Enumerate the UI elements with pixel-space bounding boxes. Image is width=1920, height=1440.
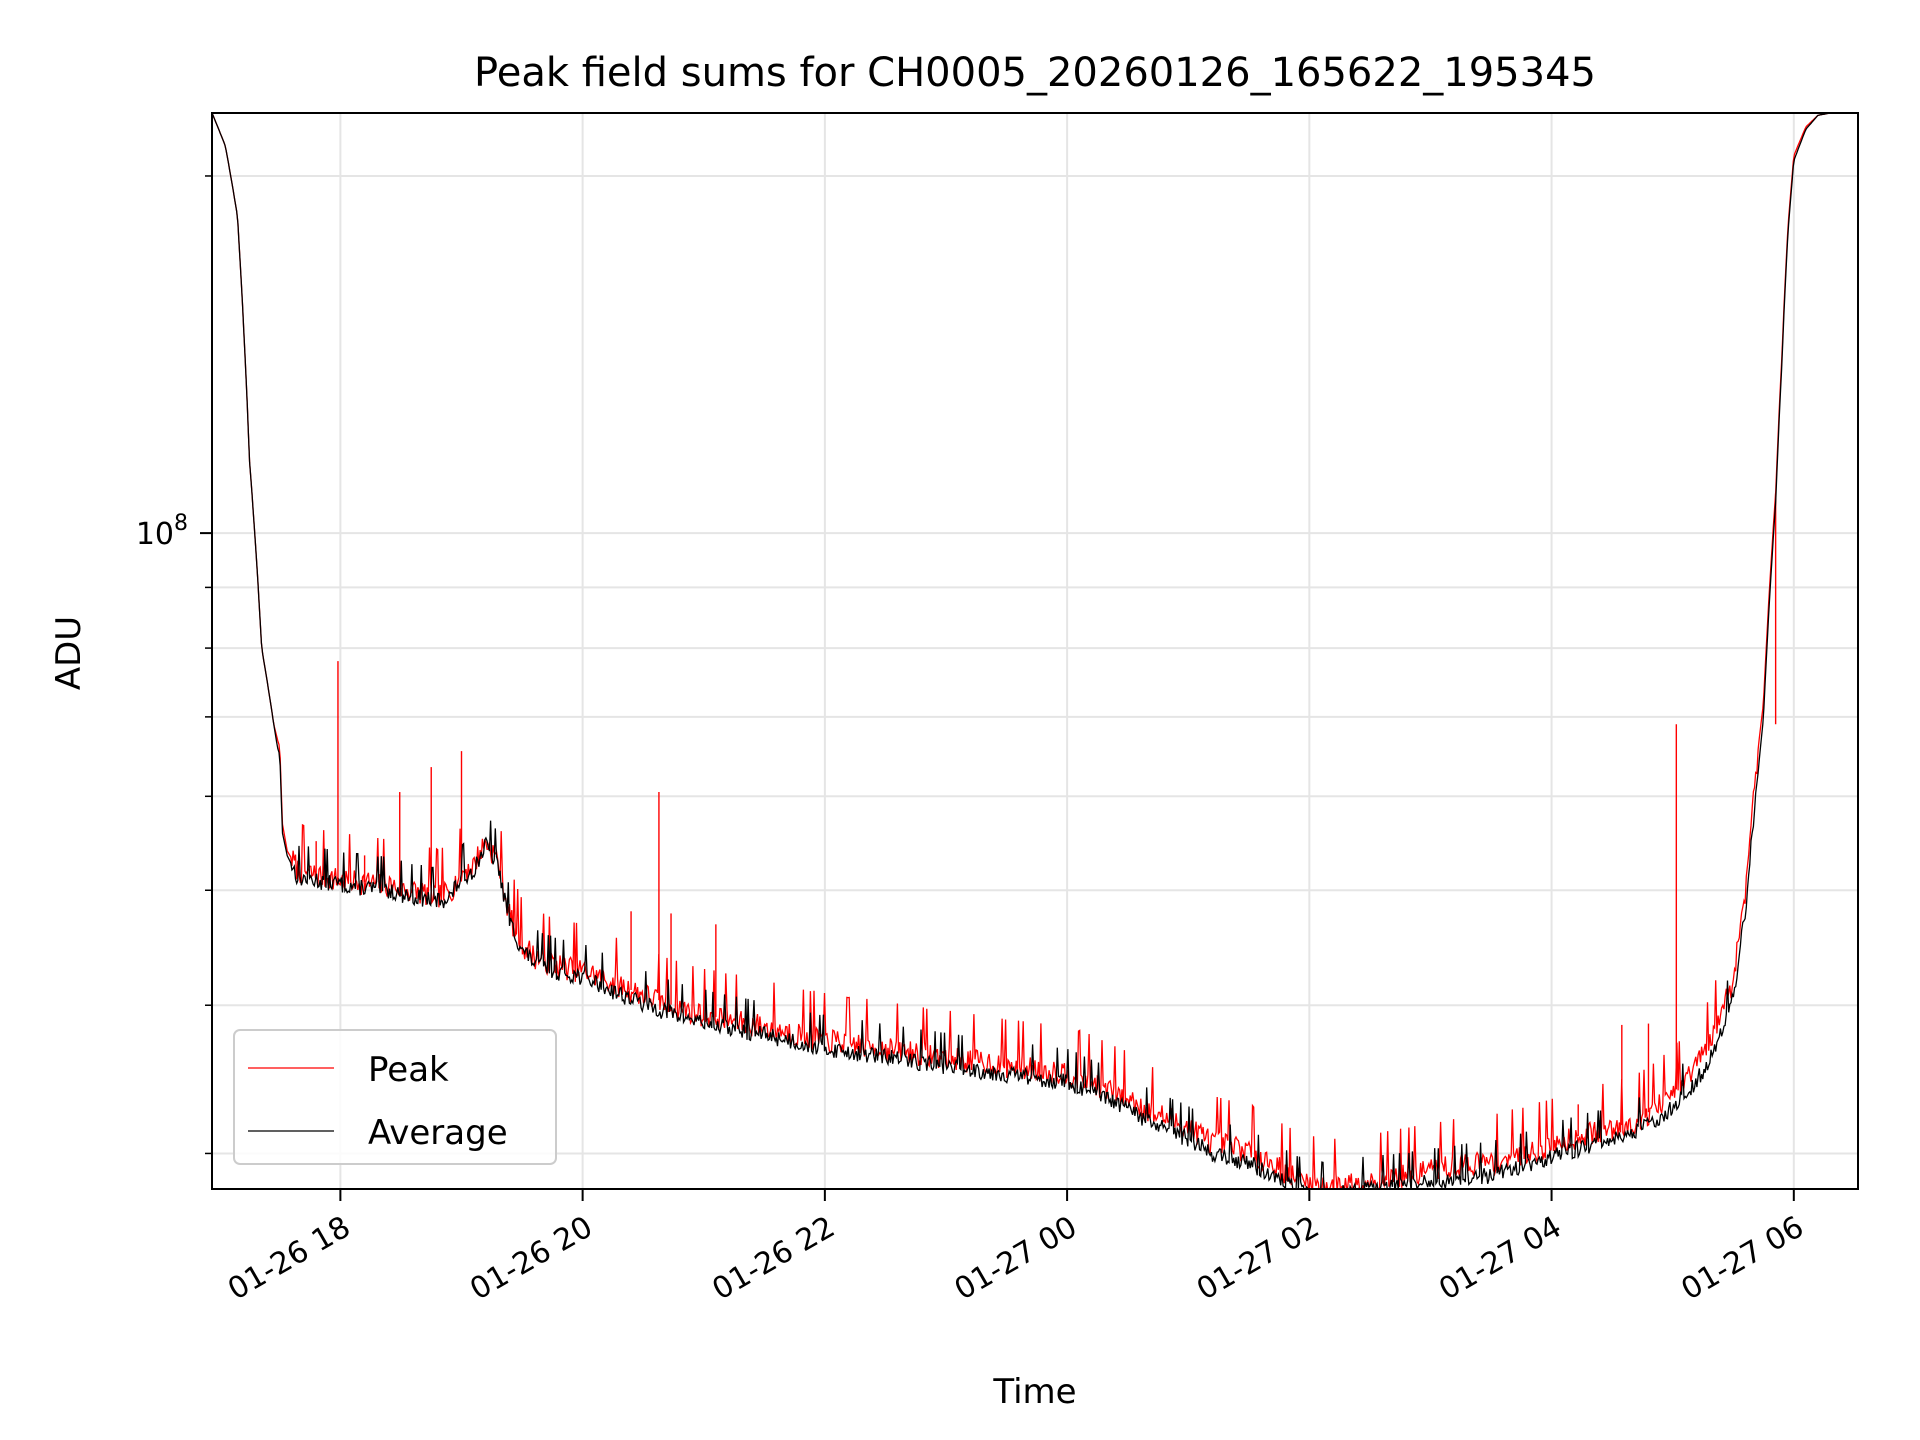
grid-lines [212,113,1858,1189]
series-line-average [212,113,1858,1189]
plot-lines [212,113,1858,1189]
chart-title: Peak field sums for CH0005_20260126_1656… [474,50,1596,96]
legend-peak-label: Peak [368,1050,449,1090]
y-axis: 108 [136,175,212,1155]
plot-frame [211,112,1859,1190]
y-axis-label: ADU [49,616,89,690]
y-tick-label: 108 [136,511,188,552]
legend-average-label: Average [368,1113,508,1153]
series-line-peak [212,113,1858,1189]
x-axis-label: Time [992,1372,1076,1412]
y-tick-label-exponent: 8 [174,511,188,536]
y-tick-label-base: 10 [136,517,174,552]
legend: Peak Average [233,1029,557,1165]
